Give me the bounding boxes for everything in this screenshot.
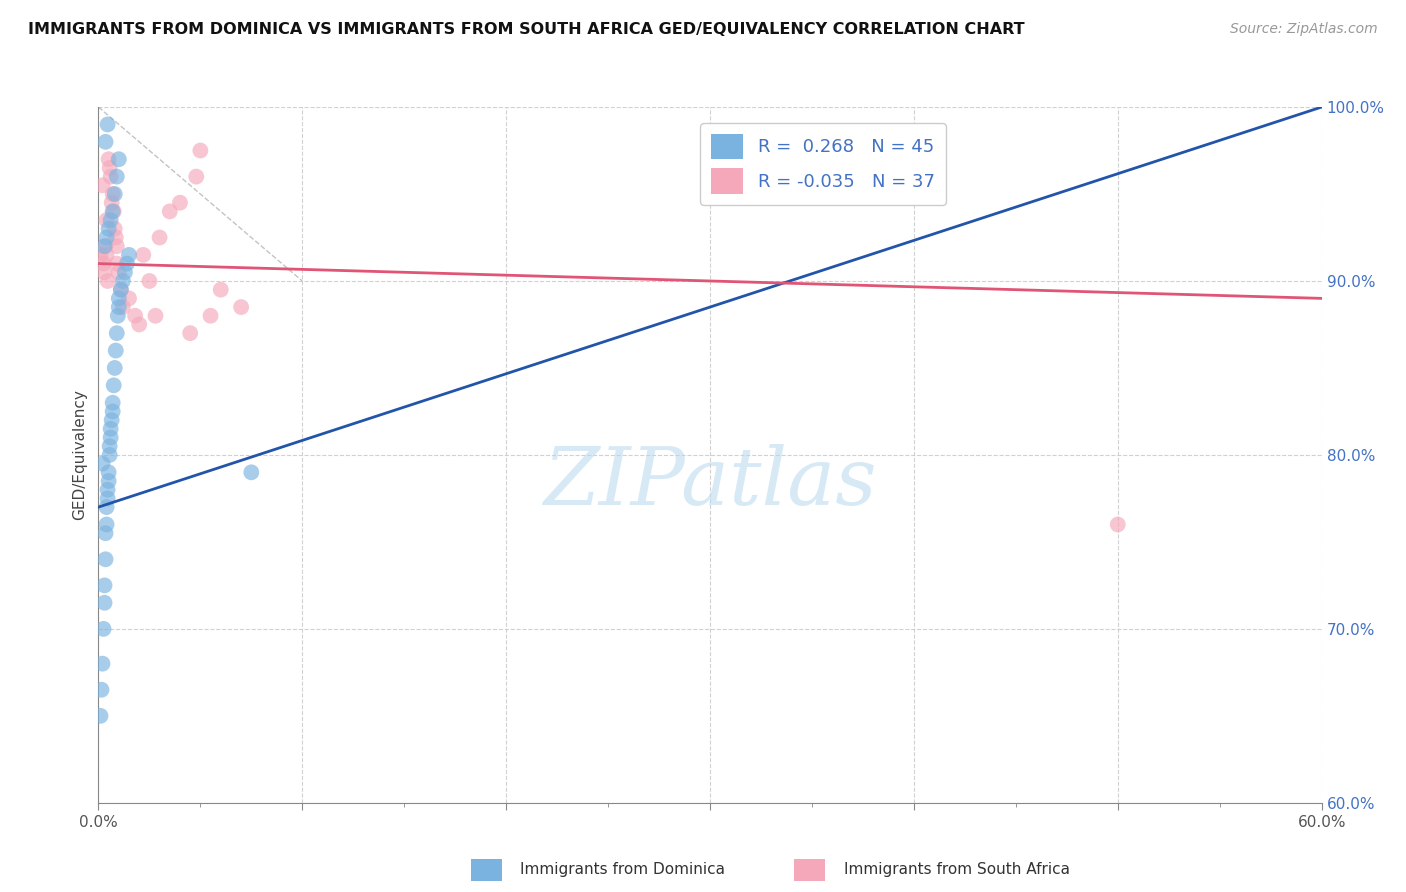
Point [91,178,114,193]
Y-axis label: GED/Equivalency: GED/Equivalency [72,390,87,520]
Point [93,239,115,253]
Point [1107,517,1129,532]
Text: ZIPatlas: ZIPatlas [543,444,877,522]
Point [91,657,114,671]
Point [97,474,120,488]
Point [94,135,117,149]
Point [105,256,128,270]
Point [91,457,114,471]
Point [100,413,122,427]
Point [108,265,131,279]
Point [108,300,131,314]
Point [103,378,125,392]
Point [110,283,132,297]
Point [231,300,253,314]
Point [149,230,172,244]
Point [138,274,160,288]
Point [97,117,120,131]
Point [104,186,127,201]
Point [107,309,129,323]
Text: Immigrants from Dominica: Immigrants from Dominica [520,863,725,877]
Point [105,169,128,184]
Point [98,448,121,462]
Point [101,186,124,201]
Point [105,326,128,340]
Point [97,152,120,166]
Point [118,248,141,262]
Point [101,395,124,409]
Point [103,204,125,219]
Point [188,144,212,158]
Legend: R =  0.268   N = 45, R = -0.035   N = 37: R = 0.268 N = 45, R = -0.035 N = 37 [700,123,946,205]
Point [104,360,127,375]
Point [96,500,118,514]
Point [101,204,124,219]
Point [104,221,127,235]
Point [105,239,128,253]
Point [100,430,122,444]
Point [108,152,131,166]
Point [97,465,120,479]
Point [93,578,115,592]
Point [111,300,134,314]
Point [98,439,121,453]
Text: Immigrants from South Africa: Immigrants from South Africa [844,863,1070,877]
Point [169,195,191,210]
Point [93,622,115,636]
Point [94,239,117,253]
Point [186,169,208,184]
Point [209,283,232,297]
Point [93,256,115,270]
Point [159,204,181,219]
Point [97,491,120,506]
Point [94,526,117,541]
Point [110,283,132,297]
Point [111,274,134,288]
Point [93,596,115,610]
Point [97,483,120,497]
Point [94,552,117,566]
Point [115,256,138,270]
Point [100,169,122,184]
Point [90,682,112,697]
Point [100,213,122,227]
Point [200,309,222,323]
Point [179,326,201,340]
Point [118,291,141,305]
Point [128,318,150,332]
Point [97,221,120,235]
Point [104,343,127,358]
Text: IMMIGRANTS FROM DOMINICA VS IMMIGRANTS FROM SOUTH AFRICA GED/EQUIVALENCY CORRELA: IMMIGRANTS FROM DOMINICA VS IMMIGRANTS F… [28,22,1025,37]
Point [108,291,131,305]
Point [93,265,115,279]
Point [145,309,167,323]
Point [240,465,263,479]
Point [124,309,146,323]
Point [96,213,118,227]
Point [89,248,111,262]
Point [89,708,111,723]
Point [96,230,118,244]
Point [97,274,120,288]
Point [114,265,136,279]
Point [100,422,122,436]
Point [100,195,122,210]
Point [132,248,155,262]
Point [98,161,121,175]
Point [96,517,118,532]
Point [101,404,124,418]
Point [96,248,118,262]
Point [104,230,127,244]
Text: Source: ZipAtlas.com: Source: ZipAtlas.com [1230,22,1378,37]
